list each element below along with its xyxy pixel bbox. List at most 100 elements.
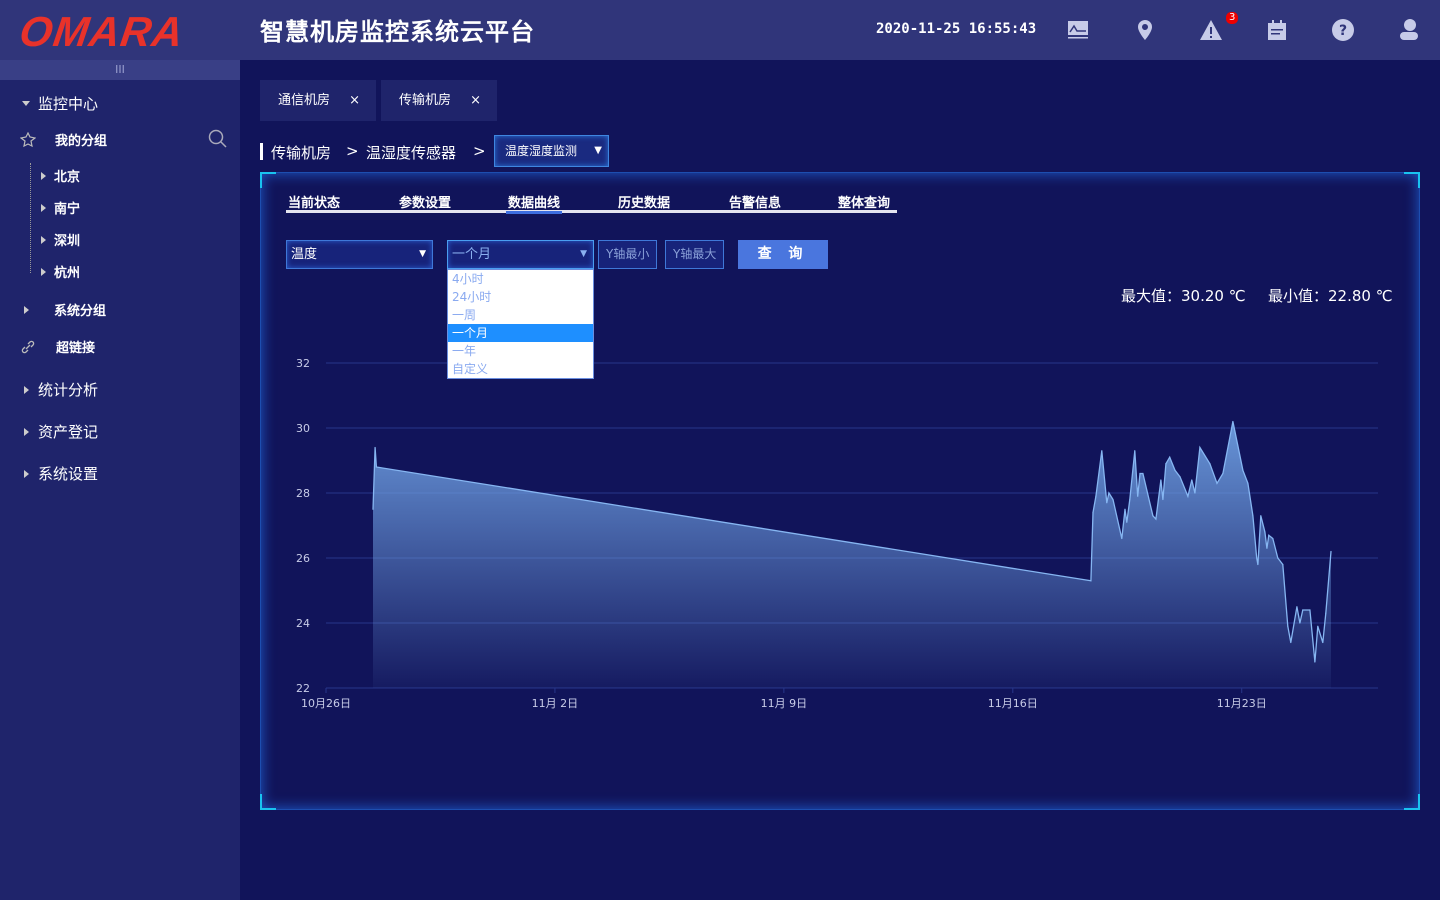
- calendar-icon[interactable]: [1265, 18, 1289, 42]
- data-point: [1092, 511, 1094, 514]
- range-option[interactable]: 一周: [452, 308, 477, 322]
- data-point: [1108, 492, 1110, 494]
- data-point: [1257, 563, 1259, 566]
- data-point: [1317, 625, 1319, 627]
- sidebar-item-city[interactable]: 北京: [41, 166, 80, 185]
- data-point: [1095, 495, 1097, 497]
- y-axis-min-input[interactable]: Y轴最小: [598, 240, 658, 269]
- y-tick-label: 26: [296, 552, 310, 565]
- range-option[interactable]: 一年: [452, 344, 477, 358]
- data-point: [1232, 420, 1234, 423]
- breadcrumb-separator: >: [346, 142, 359, 160]
- label: 我的分组: [55, 134, 108, 149]
- range-option[interactable]: 4小时: [452, 272, 484, 286]
- data-point: [1256, 557, 1258, 559]
- help-icon[interactable]: ?: [1331, 18, 1355, 42]
- tab-comm-room[interactable]: 通信机房 ×: [260, 80, 376, 121]
- top-header: OMARA 智慧机房监控系统云平台 2020-11-25 16:55:43 3 …: [0, 0, 1440, 60]
- data-point: [1112, 498, 1114, 501]
- alarm-icon[interactable]: [1199, 18, 1223, 42]
- sidebar-item-city[interactable]: 南宁: [41, 198, 80, 217]
- sidebar-item-city[interactable]: 深圳: [41, 230, 80, 249]
- range-option-selected[interactable]: 一个月: [448, 324, 593, 342]
- data-point: [372, 508, 374, 510]
- range-dropdown-menu: 4小时 24小时 一周 一个月 一年 自定义: [447, 269, 594, 379]
- y-tick-label: 24: [296, 617, 310, 630]
- metric-select[interactable]: 温度 ▼: [286, 240, 433, 269]
- subtab-data-curve[interactable]: 数据曲线: [505, 192, 563, 214]
- data-point: [1322, 641, 1324, 644]
- tab-transmission-room[interactable]: 传输机房 ×: [381, 80, 497, 121]
- data-point: [1222, 472, 1224, 475]
- data-point: [1155, 518, 1157, 520]
- search-icon[interactable]: [208, 129, 228, 149]
- label: 资产登记: [38, 423, 99, 441]
- caret-down-icon: ▼: [594, 145, 602, 156]
- sidebar-item-assets[interactable]: 资产登记: [24, 421, 98, 442]
- app-title: 智慧机房监控系统云平台: [260, 18, 535, 46]
- range-option[interactable]: 24小时: [452, 290, 492, 304]
- data-point: [1191, 479, 1193, 481]
- tab-label: 通信机房: [278, 93, 331, 108]
- sidebar-collapse-handle[interactable]: III: [0, 60, 240, 80]
- data-point: [1199, 446, 1201, 449]
- sidebar-item-hyperlink[interactable]: 超链接: [20, 337, 95, 356]
- data-point: [1194, 492, 1196, 494]
- subtab-parameters[interactable]: 参数设置: [399, 196, 452, 211]
- user-icon[interactable]: [1397, 18, 1421, 42]
- sidebar-item-system-group[interactable]: 系统分组: [24, 300, 106, 319]
- data-point: [1152, 515, 1154, 517]
- subtab-alarms[interactable]: 告警信息: [729, 196, 782, 211]
- y-axis-max-input[interactable]: Y轴最大: [665, 240, 725, 269]
- data-point: [1268, 534, 1270, 536]
- caret-down-icon: [22, 101, 30, 106]
- data-point: [1325, 612, 1327, 614]
- sidebar-item-city[interactable]: 杭州: [41, 262, 80, 281]
- data-point: [1296, 606, 1298, 608]
- corner-decoration: [1404, 172, 1420, 188]
- query-button[interactable]: 查 询: [738, 240, 828, 269]
- breadcrumb-item[interactable]: 传输机房: [271, 144, 332, 162]
- caret-down-icon: ▼: [580, 249, 587, 259]
- max-value: 最大值：30.20 ℃: [1121, 287, 1246, 305]
- y-tick-label: 32: [296, 357, 310, 370]
- data-point: [1160, 479, 1162, 481]
- data-point: [375, 466, 378, 468]
- breadcrumb-item[interactable]: 温湿度传感器: [366, 144, 457, 162]
- content-panel: [260, 172, 1420, 810]
- caret-down-icon: ▼: [419, 249, 426, 259]
- close-icon[interactable]: ×: [470, 93, 481, 108]
- y-tick-label: 30: [296, 422, 310, 435]
- location-icon[interactable]: [1133, 18, 1157, 42]
- caret-right-icon: [24, 385, 29, 394]
- breadcrumb-marker: [260, 143, 263, 160]
- data-point: [1126, 521, 1128, 523]
- sidebar-item-settings[interactable]: 系统设置: [24, 463, 98, 484]
- sidebar-item-statistics[interactable]: 统计分析: [24, 379, 98, 400]
- sidebar-item-monitor-center[interactable]: 监控中心: [22, 93, 98, 114]
- range-select[interactable]: 一个月 ▼: [447, 240, 594, 269]
- data-point: [1266, 547, 1268, 549]
- data-point: [1260, 515, 1262, 517]
- breadcrumb-dropdown[interactable]: 温度湿度监测 ▼: [494, 135, 609, 167]
- range-option[interactable]: 自定义: [452, 362, 489, 376]
- sidebar-item-my-group[interactable]: 我的分组: [20, 130, 107, 149]
- data-point: [1247, 482, 1249, 484]
- data-point: [1216, 482, 1218, 484]
- data-point: [1129, 498, 1131, 501]
- subtab-overall-query[interactable]: 整体查询: [838, 196, 891, 211]
- temperature-area: [373, 421, 1331, 688]
- subtab-history[interactable]: 历史数据: [618, 196, 671, 211]
- selected-value: 温度: [291, 247, 318, 262]
- tab-label: 传输机房: [399, 93, 452, 108]
- label: 监控中心: [38, 95, 99, 113]
- selected-value: 一个月: [452, 247, 492, 262]
- data-point: [1124, 508, 1126, 510]
- close-icon[interactable]: ×: [349, 93, 360, 108]
- data-point: [1142, 472, 1144, 475]
- data-point: [1277, 557, 1279, 559]
- subtab-current-status[interactable]: 当前状态: [288, 196, 341, 211]
- label: 系统设置: [38, 465, 99, 483]
- monitor-chart-icon[interactable]: [1066, 18, 1090, 42]
